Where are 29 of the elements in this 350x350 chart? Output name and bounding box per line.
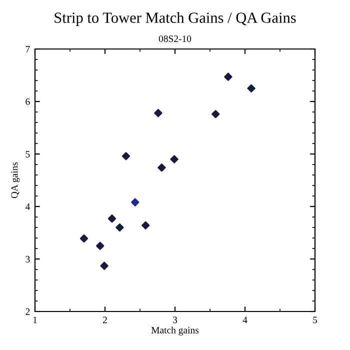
y-tick-label: 5	[26, 151, 30, 158]
y-tick-label: 7	[26, 46, 30, 52]
point	[80, 234, 88, 243]
point	[158, 164, 166, 172]
x-tick-label: 5	[313, 316, 318, 324]
chart-subtitle: 08S2-10	[158, 36, 192, 42]
point	[224, 72, 232, 81]
x-tick-label: 2	[102, 316, 107, 324]
x-tick-label: 1	[33, 316, 37, 324]
point	[142, 221, 150, 230]
point	[116, 223, 124, 232]
x-tick-label: 4	[242, 316, 248, 324]
y-tick-label: 6	[26, 98, 30, 105]
point	[131, 198, 140, 206]
point	[122, 152, 130, 160]
point	[170, 155, 178, 164]
x-axis-title: Match gains	[151, 326, 199, 336]
point	[247, 84, 256, 92]
point	[154, 108, 162, 118]
y-axis-title: QA gains	[11, 162, 20, 198]
y-tick-label: 4	[25, 203, 30, 210]
point	[96, 242, 104, 250]
y-tick-label: 3	[26, 256, 30, 262]
point	[108, 214, 116, 223]
point	[100, 262, 108, 270]
point	[212, 110, 220, 118]
chart-title: Strip to Tower Match Gains / QA Gains	[54, 12, 296, 26]
x-tick-label: 3	[173, 316, 178, 324]
y-tick-label: 2	[26, 308, 30, 315]
